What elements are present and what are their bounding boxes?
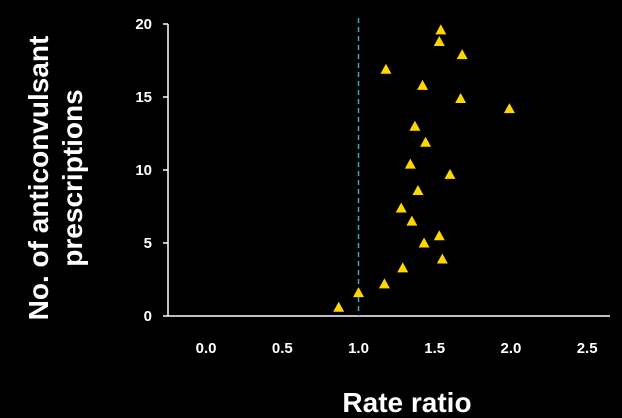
data-point <box>417 79 429 90</box>
data-point <box>406 215 418 226</box>
data-point <box>397 262 409 273</box>
y-tick-label: 0 <box>144 308 152 325</box>
x-tick-label: 2.5 <box>577 340 598 357</box>
data-point <box>456 49 468 60</box>
data-point <box>503 103 515 114</box>
x-tick-group: 0.0 0.5 1.0 1.5 2.0 2.5 <box>196 340 598 357</box>
data-point <box>404 158 416 169</box>
y-tick-label: 10 <box>135 162 152 179</box>
x-axis-title: Rate ratio <box>342 387 471 418</box>
data-point <box>395 202 407 213</box>
y-tick-label: 15 <box>135 89 152 106</box>
data-point <box>444 168 456 179</box>
data-point <box>353 287 365 298</box>
data-point <box>378 278 390 289</box>
data-point <box>436 253 448 264</box>
y-axis-title-line-1: No. of anticonvulsant <box>23 36 54 321</box>
y-tick-group: 0 5 10 15 20 <box>135 16 168 325</box>
data-points <box>333 24 515 312</box>
x-tick-label: 2.0 <box>501 340 522 357</box>
data-point <box>333 301 345 312</box>
data-point <box>380 63 392 74</box>
data-point <box>409 120 421 131</box>
y-tick-label: 20 <box>135 16 152 33</box>
y-axis-title-line-2: prescriptions <box>57 89 88 266</box>
data-point <box>455 92 467 103</box>
y-tick-label: 5 <box>144 235 152 252</box>
x-tick-label: 0.0 <box>196 340 217 357</box>
x-tick-label: 1.5 <box>424 340 445 357</box>
y-axis-title: No. of anticonvulsant prescriptions <box>23 36 88 321</box>
data-point <box>420 136 432 147</box>
data-point <box>433 230 445 241</box>
x-tick-label: 1.0 <box>348 340 369 357</box>
data-point <box>435 24 447 35</box>
data-point <box>418 237 430 248</box>
data-point <box>433 36 445 47</box>
x-tick-label: 0.5 <box>272 340 293 357</box>
data-point <box>412 184 424 195</box>
